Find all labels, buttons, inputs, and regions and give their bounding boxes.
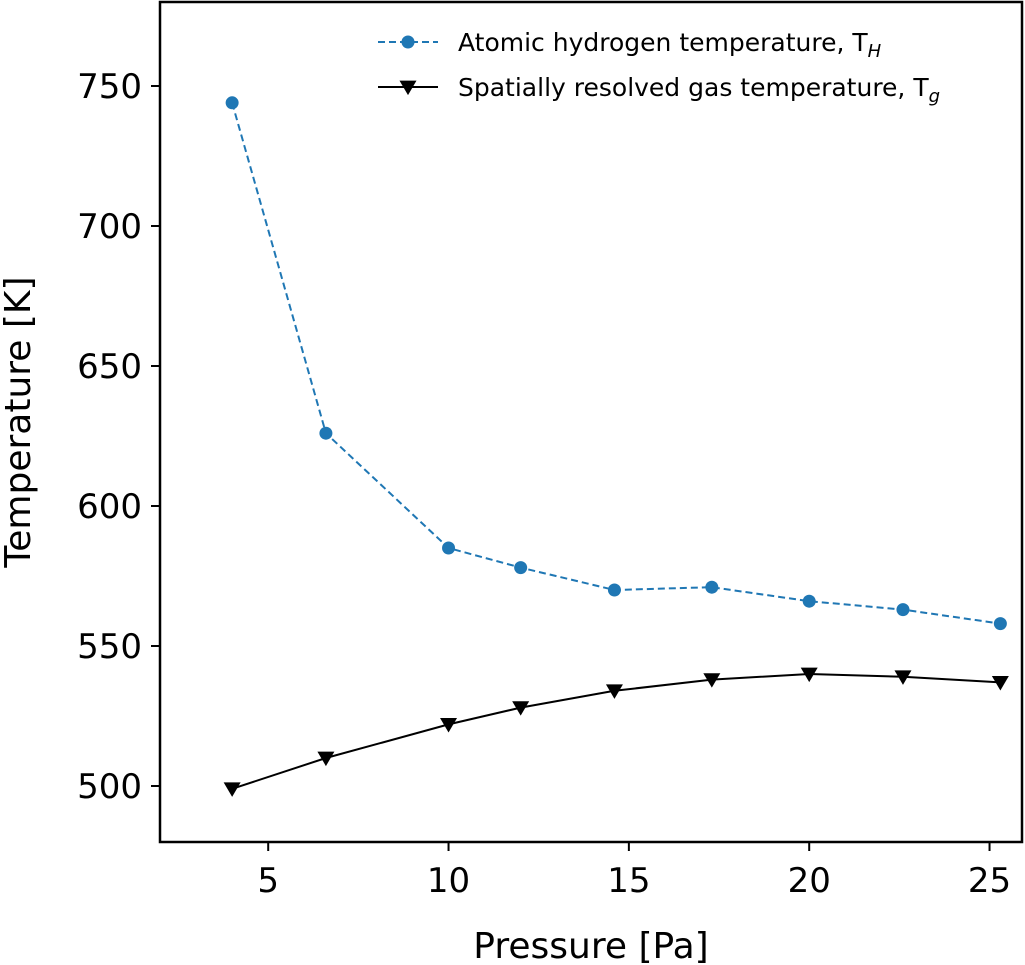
x-tick-label: 5 [257, 861, 279, 901]
y-tick-label: 600 [77, 487, 142, 527]
data-point [512, 701, 530, 716]
data-point [802, 594, 816, 608]
x-tick-label: 25 [968, 861, 1011, 901]
y-tick-label: 500 [77, 767, 142, 807]
data-point [319, 426, 333, 440]
data-point [705, 580, 719, 594]
legend: Atomic hydrogen temperature, TH Spatially… [378, 28, 940, 107]
data-point [607, 583, 621, 597]
y-tick-label: 750 [77, 67, 142, 107]
data-point [223, 782, 241, 797]
series-0 [225, 96, 1007, 631]
x-axis-ticks: 5 10 15 20 25 [257, 842, 1011, 901]
y-tick-label: 650 [77, 347, 142, 387]
legend-marker [401, 35, 415, 49]
data-point [442, 541, 456, 555]
legend-marker [399, 80, 417, 96]
x-axis-label: Pressure [Pa] [473, 926, 708, 965]
data-point [894, 670, 912, 685]
data-point [440, 718, 458, 733]
data-point [896, 603, 910, 617]
legend-label: Spatially resolved gas temperature, Tg [458, 73, 940, 107]
legend-item: Spatially resolved gas temperature, Tg [378, 73, 940, 107]
data-point [993, 617, 1007, 631]
y-tick-label: 700 [77, 207, 142, 247]
data-point [605, 684, 623, 699]
data-point [800, 667, 818, 683]
legend-item: Atomic hydrogen temperature, TH [378, 28, 882, 62]
data-point [225, 96, 239, 110]
y-tick-label: 550 [77, 627, 142, 667]
data-point [514, 561, 528, 575]
data-point [703, 673, 721, 688]
series-layer [223, 96, 1009, 797]
legend-label: Atomic hydrogen temperature, TH [458, 28, 882, 62]
plot-frame [158, 0, 1024, 844]
x-tick-label: 20 [788, 861, 831, 901]
x-tick-label: 15 [607, 861, 650, 901]
data-point [991, 676, 1009, 691]
y-axis-label: Temperature [K] [0, 276, 39, 568]
data-point [317, 751, 335, 767]
series-1 [223, 667, 1009, 797]
series-line [231, 102, 1001, 625]
x-tick-label: 10 [427, 861, 470, 901]
y-axis-ticks: 500 550 600 650 700 750 [77, 67, 160, 807]
